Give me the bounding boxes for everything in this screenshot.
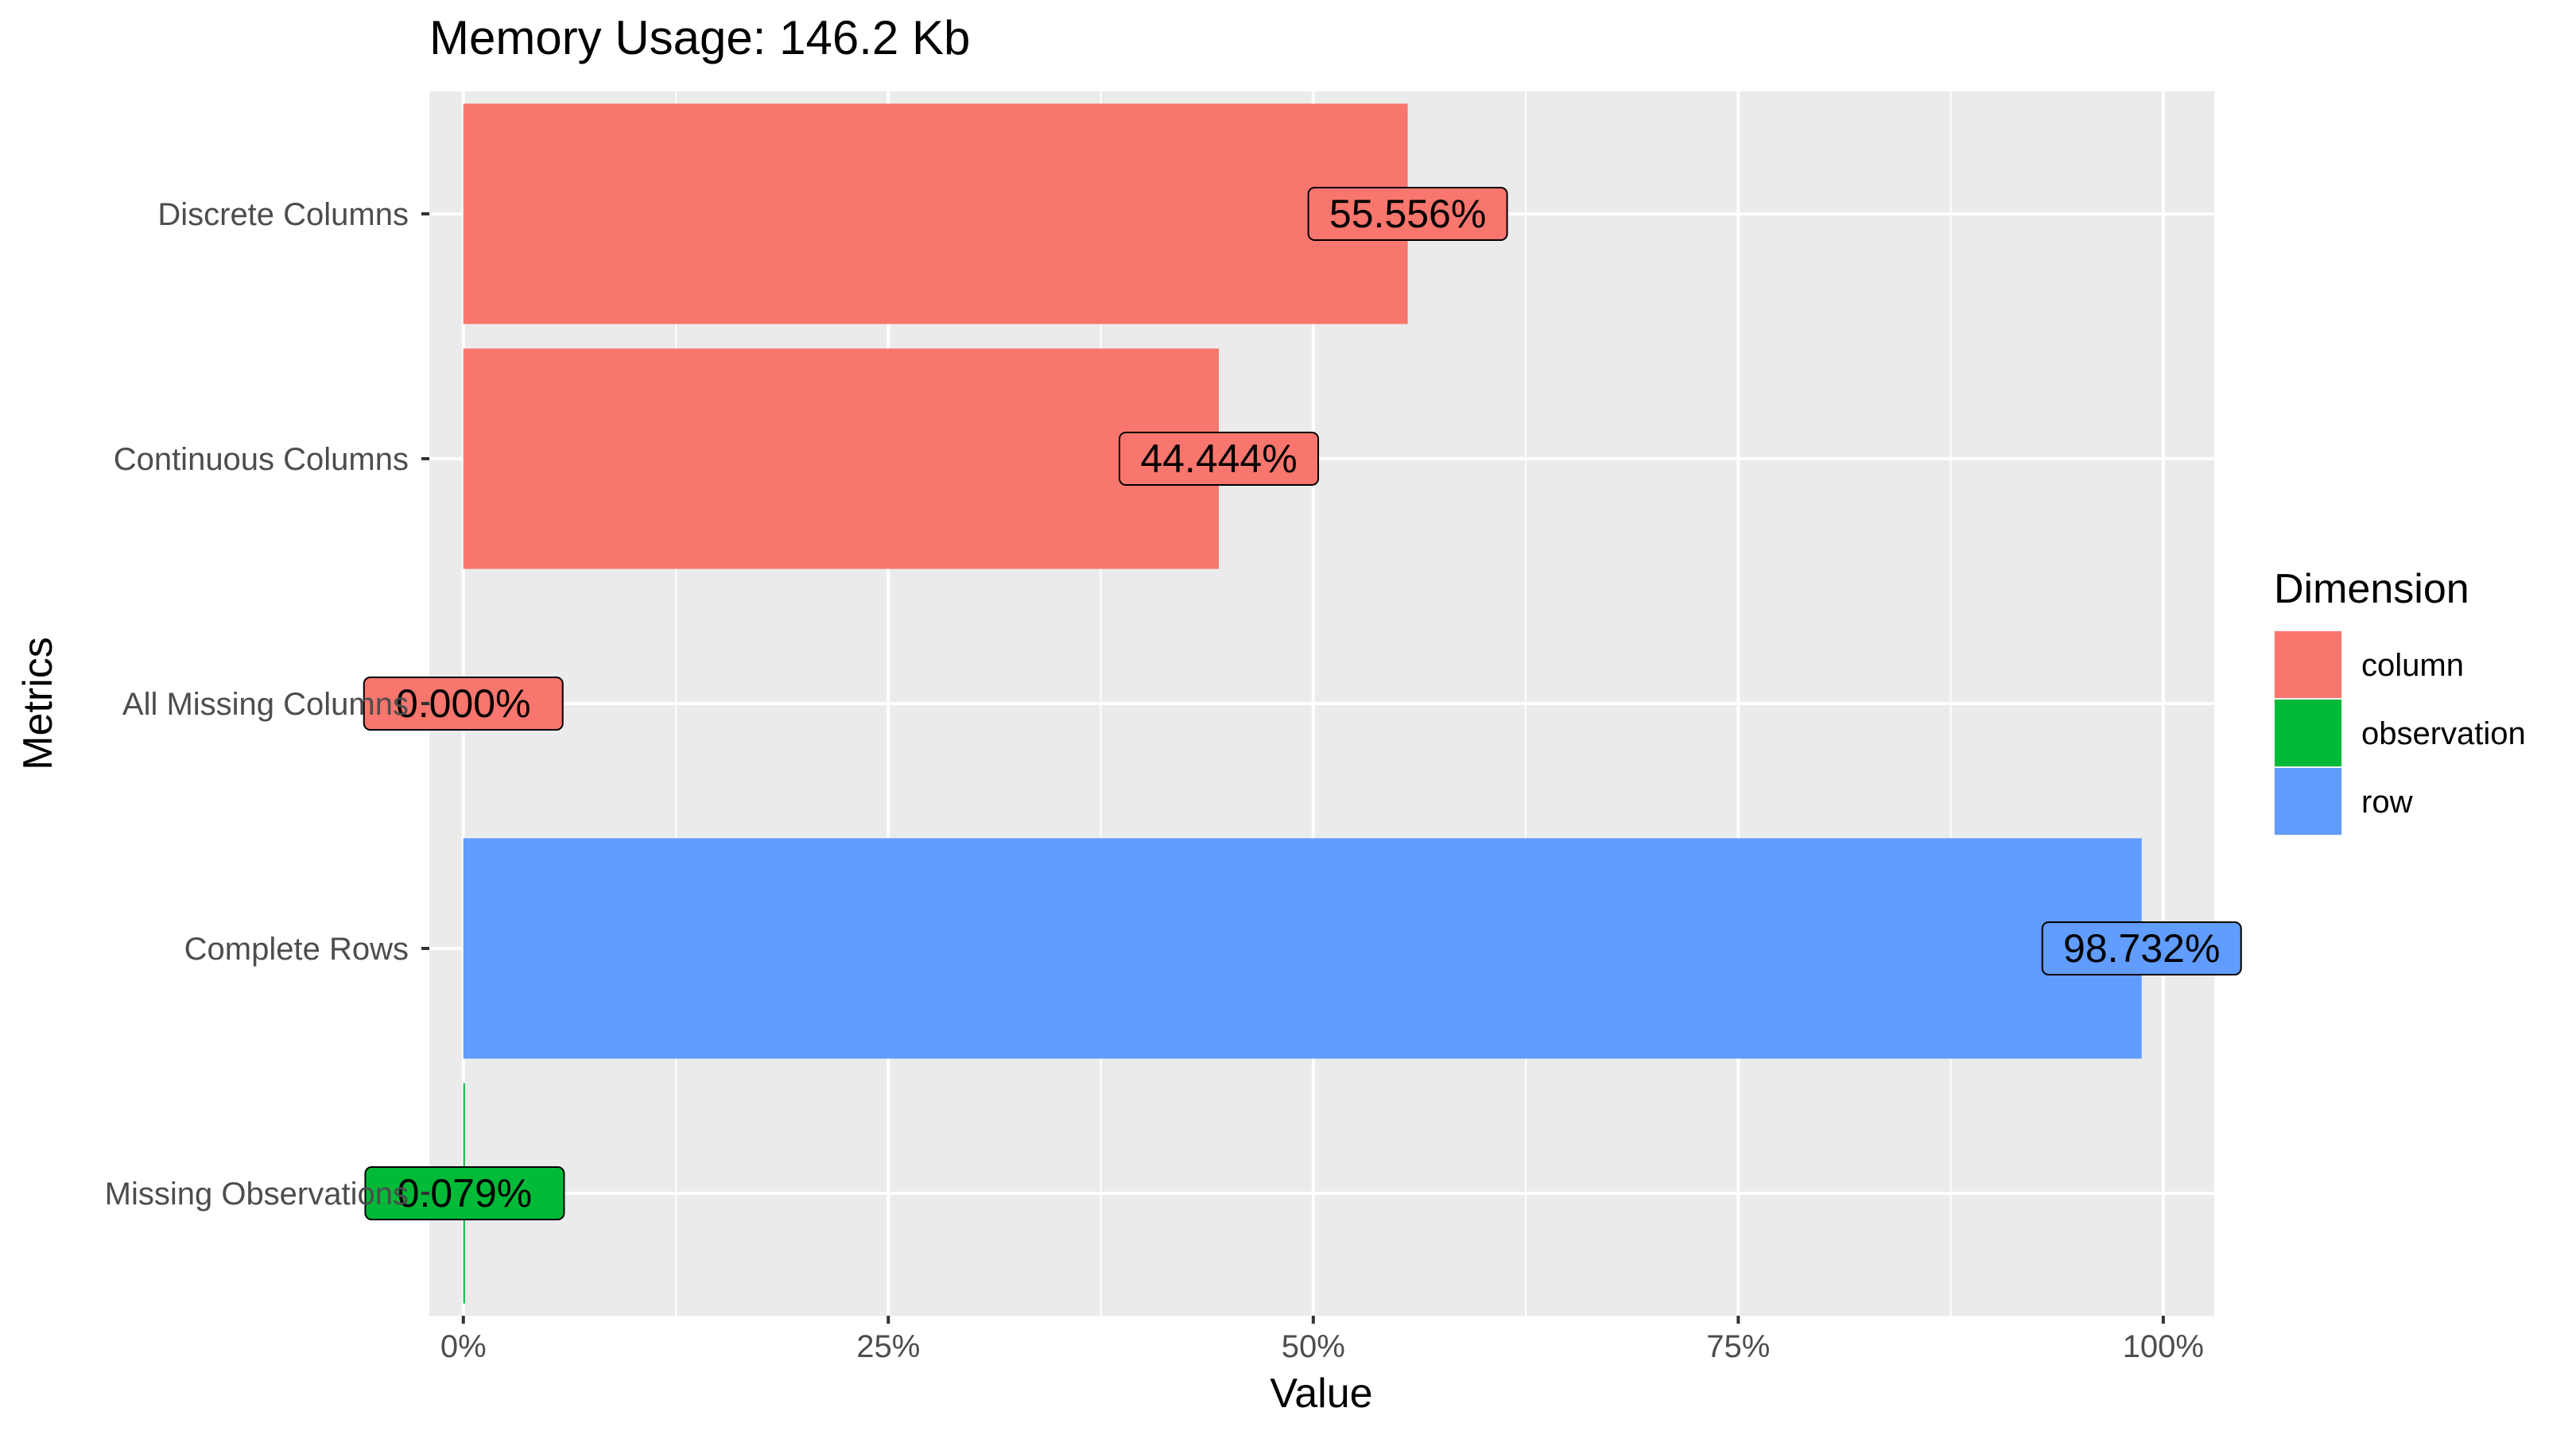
x-tick-label: 100% xyxy=(2123,1329,2204,1364)
y-tick-label: Complete Rows xyxy=(184,932,409,967)
legend-label: row xyxy=(2361,785,2413,820)
data-label-box xyxy=(1307,187,1508,241)
data-labels: 55.556% 44.444% 0.000% 98.732% 0.079% xyxy=(363,187,2242,1220)
x-tick-label: 25% xyxy=(856,1329,920,1364)
bar xyxy=(463,838,2142,1059)
y-axis-title: Metrics xyxy=(15,637,61,770)
legend-label: observation xyxy=(2361,716,2526,751)
y-tick-label: Discrete Columns xyxy=(157,197,409,232)
data-label: 98.732% xyxy=(2063,926,2220,971)
data-label-box xyxy=(2041,921,2242,975)
legend-key xyxy=(2275,768,2341,835)
x-tick-label: 50% xyxy=(1282,1329,1345,1364)
y-tick-label: All Missing Columns xyxy=(122,687,409,722)
x-tick-label: 75% xyxy=(1706,1329,1770,1364)
data-label-box xyxy=(1119,432,1320,486)
y-axis: Discrete Columns Continuous Columns All Mi… xyxy=(105,197,429,1212)
data-label: 55.556% xyxy=(1329,192,1486,236)
x-tick-label: 0% xyxy=(440,1329,487,1364)
chart-title: Memory Usage: 146.2 Kb xyxy=(429,11,970,64)
data-label: 44.444% xyxy=(1140,436,1297,481)
y-tick-label: Continuous Columns xyxy=(114,442,409,477)
data-label-box xyxy=(364,1166,565,1220)
x-axis-title: Value xyxy=(1270,1371,1372,1417)
data-label-box xyxy=(363,677,564,731)
bar xyxy=(463,103,1408,324)
legend-title: Dimension xyxy=(2274,566,2469,612)
x-axis: 0% 25% 50% 75% 100% xyxy=(440,1316,2204,1364)
y-tick-label: Missing Observations xyxy=(105,1177,409,1212)
legend-key xyxy=(2275,700,2341,766)
legend-key xyxy=(2275,631,2341,698)
data-label: 0.000% xyxy=(396,681,531,726)
bar xyxy=(463,348,1220,569)
bars xyxy=(463,103,2142,1304)
data-label: 0.079% xyxy=(398,1171,533,1216)
legend-label: column xyxy=(2361,648,2464,683)
legend: Dimension column observation row xyxy=(2274,566,2526,836)
